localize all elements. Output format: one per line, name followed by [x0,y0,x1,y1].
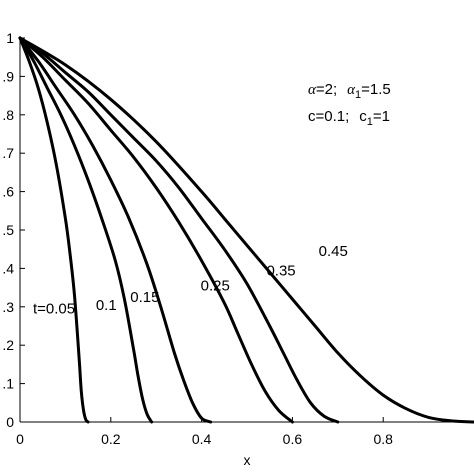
y-axis-ticks: 0 .1 .2 .3 .4 .5 .6 .7 .8 .9 1 [2,30,25,430]
y-tick-label: .7 [2,145,14,161]
series-line [18,36,90,424]
x-axis-ticks: 0 0.2 0.4 0.6 0.8 [16,417,393,447]
x-tick-label: 0.2 [101,431,121,447]
curve-label: 0.15 [130,289,159,306]
y-tick-label: .5 [2,222,14,238]
parameter-alpha-line: α=2; α1=1.5 [308,81,391,101]
series-line [18,36,294,424]
y-tick-label: .2 [2,337,14,353]
x-tick-label: 0.4 [192,431,212,447]
curve-label: t=0.05 [33,301,75,318]
alpha1-symbol: α [347,82,356,98]
x-tick-label: 0 [16,431,24,447]
curve-label: 0.25 [201,278,230,295]
alpha-value: =2; [316,81,337,98]
c1-subscript: 1 [367,116,373,128]
y-tick-label: .3 [2,299,14,315]
series-line [18,36,154,424]
series-line [18,36,340,424]
y-tick-label: .9 [2,68,14,84]
y-tick-label: 0 [6,414,14,430]
curves [18,36,474,424]
curve-label: 0.35 [266,262,295,279]
series-line [18,36,474,424]
c1-value: =1 [373,108,390,125]
x-axis-label: x [244,452,251,468]
series-line [18,36,213,424]
curve-label: 0.45 [319,243,348,260]
c1-symbol: c [359,108,367,125]
y-tick-label: .6 [2,184,14,200]
curve-labels: t=0.05 0.1 0.15 0.25 0.35 0.45 [33,243,348,318]
x-tick-label: 0.6 [283,431,303,447]
curve-label: 0.1 [96,297,117,314]
parameter-c-line: c=0.1; c1=1 [308,108,390,128]
alpha1-value: =1.5 [361,81,391,98]
y-tick-label: .8 [2,107,14,123]
alpha-symbol: α [308,82,317,98]
c-text: c=0.1; [308,108,349,125]
alpha1-subscript: 1 [355,89,361,101]
x-tick-label: 0.8 [373,431,393,447]
y-tick-label: 1 [6,30,14,46]
y-tick-label: .1 [2,376,14,392]
y-tick-label: .4 [2,260,14,276]
